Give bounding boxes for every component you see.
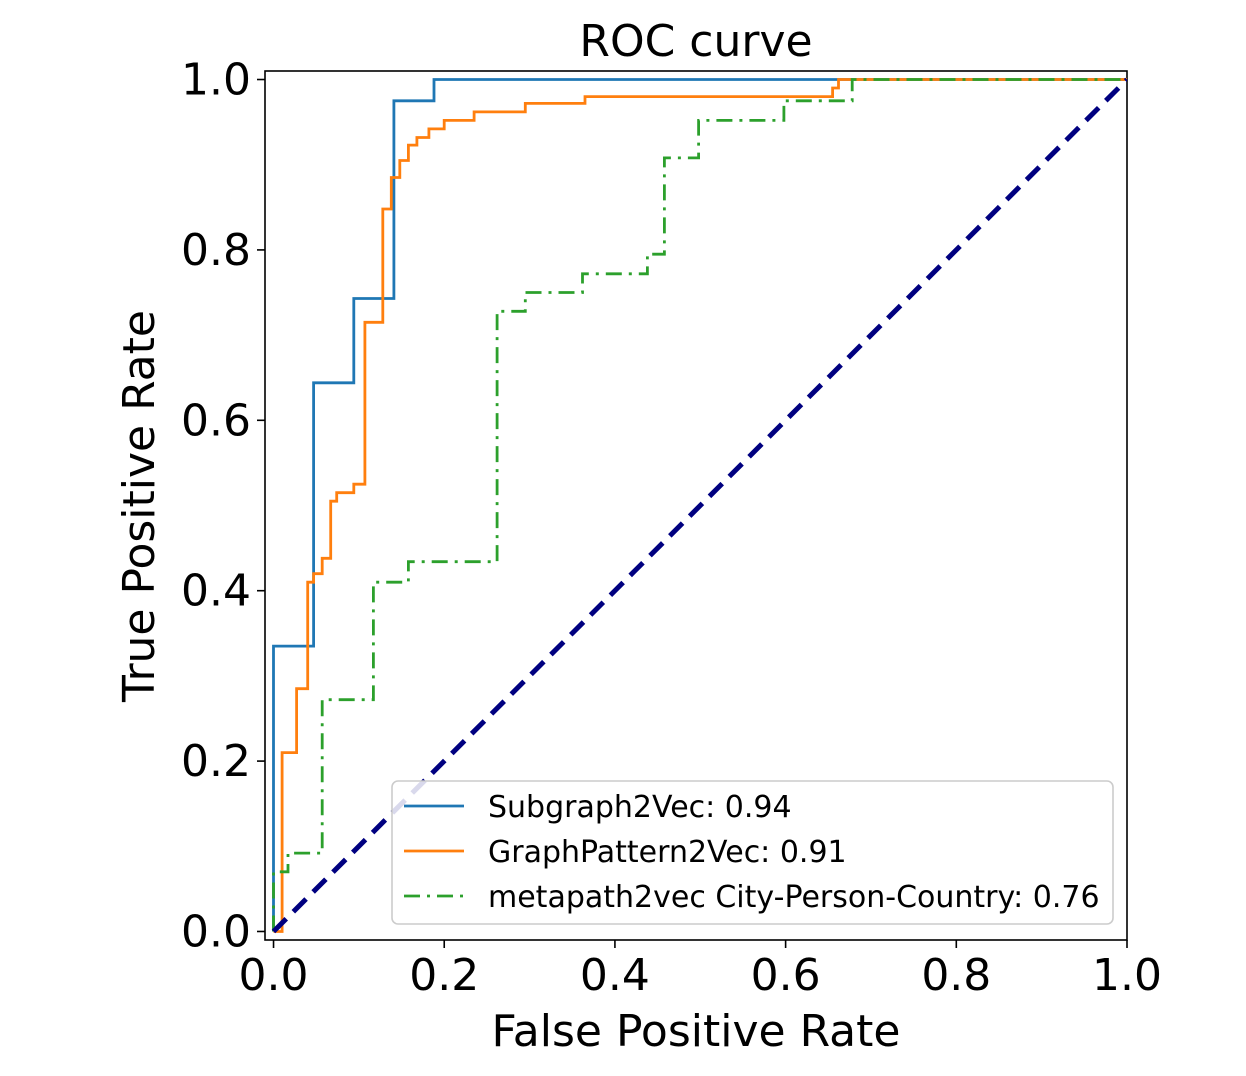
x-axis-label: False Positive Rate xyxy=(492,1006,901,1057)
legend-entry-label: Subgraph2Vec: 0.94 xyxy=(488,790,792,825)
series-line-subgraph2vec xyxy=(272,78,1127,932)
series-line-graphpattern2vec xyxy=(273,78,1127,933)
legend-entry-label: GraphPattern2Vec: 0.91 xyxy=(488,835,847,870)
x-tick-label: 0.4 xyxy=(580,950,650,1001)
y-tick-label: 0.6 xyxy=(181,395,251,446)
y-tick-label: 0.4 xyxy=(181,566,251,617)
legend: Subgraph2Vec: 0.94 GraphPattern2Vec: 0.91… xyxy=(391,780,1114,925)
x-tick-label: 1.0 xyxy=(1092,950,1162,1001)
legend-entry-label: metapath2vec City-Person-Country: 0.76 xyxy=(488,880,1100,915)
chart-title: ROC curve xyxy=(579,16,812,67)
x-tick-label: 0.6 xyxy=(751,950,821,1001)
y-tick-label: 0.0 xyxy=(181,906,251,957)
plot-frame xyxy=(264,70,1128,941)
x-tick-label: 0.8 xyxy=(921,950,991,1001)
legend-box xyxy=(391,780,1114,925)
x-tick-label: 0.2 xyxy=(409,950,479,1001)
y-tick-label: 1.0 xyxy=(181,55,251,106)
y-tick-label: 0.2 xyxy=(181,736,251,787)
y-axis-label: True Positive Rate xyxy=(114,310,165,703)
series-line-metapath2vec-city-person-country xyxy=(272,78,1127,932)
y-tick-label: 0.8 xyxy=(181,225,251,276)
x-tick-label: 0.0 xyxy=(239,950,309,1001)
